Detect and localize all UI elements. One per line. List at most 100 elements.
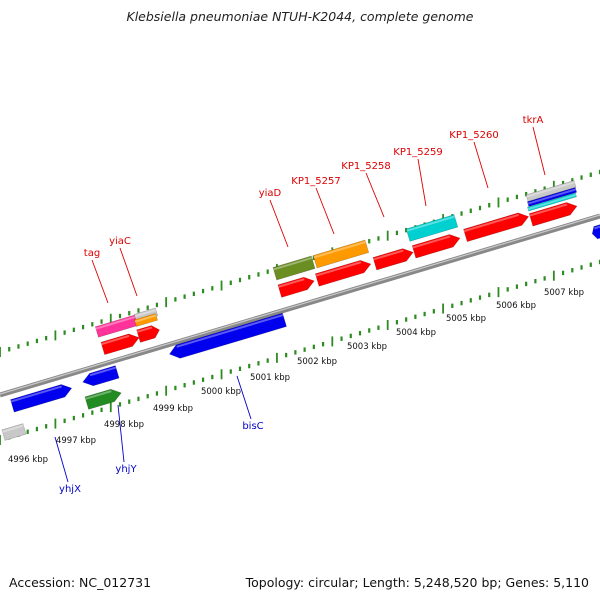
gene-feature[interactable]	[528, 200, 579, 227]
gene-arrow-red[interactable]	[100, 331, 141, 356]
gene-label-kp1_5260[interactable]: KP1_5260	[449, 130, 498, 141]
leader-line	[54, 436, 69, 483]
gene-feature[interactable]	[84, 387, 123, 410]
gene-feature[interactable]	[1, 423, 27, 441]
scale-label: 5007 kbp	[544, 288, 584, 298]
gene-arrow-blue[interactable]	[526, 187, 578, 207]
gene-feature[interactable]	[136, 324, 162, 343]
gene-arrow-red[interactable]	[372, 246, 415, 271]
topology-text: Topology: circular; Length: 5,248,520 bp…	[245, 575, 589, 590]
gene-highlight	[176, 314, 284, 348]
gene-feature[interactable]	[590, 223, 600, 240]
gene-arrow-red[interactable]	[136, 324, 162, 343]
scale-label: 4996 kbp	[8, 455, 48, 465]
gene-arrow-olive[interactable]	[272, 255, 316, 281]
gene-highlight	[273, 257, 313, 271]
gene-feature[interactable]	[463, 210, 531, 243]
gene-feature[interactable]	[81, 365, 120, 389]
gene-highlight	[136, 326, 153, 333]
gene-feature[interactable]	[312, 239, 370, 269]
gene-label-tag[interactable]: tag	[84, 248, 100, 259]
gene-highlight	[527, 188, 577, 205]
leader-line	[117, 404, 125, 463]
gene-arrow-gray[interactable]	[1, 423, 27, 441]
gene-feature[interactable]	[314, 258, 372, 287]
gene-feature[interactable]	[527, 192, 577, 212]
leader-line	[473, 141, 489, 189]
gene-highlight	[134, 314, 157, 323]
gene-arrow-cyan[interactable]	[405, 214, 459, 242]
gene-feature[interactable]	[372, 246, 415, 271]
gene-arrow-red[interactable]	[277, 275, 316, 298]
scale-label: 5004 kbp	[396, 328, 436, 338]
gene-arrow-gray[interactable]	[525, 180, 577, 202]
scale-label: 5002 kbp	[297, 357, 337, 367]
scale-label: 5001 kbp	[250, 373, 290, 383]
gene-highlight	[313, 241, 366, 259]
backbone-axis	[0, 213, 600, 398]
scale-label: 5006 kbp	[496, 301, 536, 311]
gene-arrow-blue[interactable]	[168, 312, 287, 361]
gene-highlight	[2, 424, 24, 433]
gene-highlight	[373, 249, 404, 261]
gene-feature[interactable]	[134, 313, 158, 327]
accession-text: Accession: NC_012731	[9, 575, 152, 590]
scale-label: 4999 kbp	[153, 404, 193, 414]
gene-feature[interactable]	[405, 214, 459, 242]
gene-label-yiac[interactable]: yiaC	[109, 236, 131, 247]
gene-arrow-blue[interactable]	[81, 365, 120, 389]
leader-line	[269, 199, 289, 248]
leader-line	[236, 375, 252, 420]
gene-arrow-orange[interactable]	[134, 313, 158, 327]
gene-arrow-green[interactable]	[84, 387, 123, 410]
gene-label-bisc[interactable]: bisC	[242, 421, 263, 432]
lower-tick-ring	[0, 259, 600, 445]
gene-highlight	[101, 334, 130, 346]
gene-highlight	[529, 203, 568, 217]
gene-feature[interactable]	[272, 255, 316, 281]
gene-feature[interactable]	[411, 232, 462, 259]
gene-label-kp1_5259[interactable]: KP1_5259	[393, 147, 442, 158]
gene-arrow-red[interactable]	[463, 210, 531, 243]
gene-arrow-red[interactable]	[411, 232, 462, 259]
leader-line	[119, 247, 138, 297]
gene-label-yiad[interactable]: yiaD	[259, 188, 282, 199]
gene-feature[interactable]	[277, 275, 316, 298]
gene-label-kp1_5257[interactable]: KP1_5257	[291, 176, 340, 187]
gene-feature[interactable]	[100, 331, 141, 356]
gene-highlight	[134, 308, 157, 318]
backbone-axis-highlight	[0, 214, 600, 395]
scale-labels: 4996 kbp 4997 kbp 4998 kbp 4999 kbp 5000 kbp…	[8, 288, 584, 465]
gene-arrow-cyan[interactable]	[527, 192, 577, 212]
gene-arrow-red[interactable]	[314, 258, 372, 287]
label-leaders	[54, 126, 546, 483]
scale-label: 5000 kbp	[201, 387, 241, 397]
gene-highlight	[594, 225, 600, 230]
gene-highlight	[463, 213, 519, 233]
scale-label: 4997 kbp	[56, 436, 96, 446]
gene-highlight	[527, 193, 577, 211]
gene-label-kp1_5258[interactable]: KP1_5258	[341, 161, 390, 172]
gene-arrow-blue[interactable]	[10, 382, 73, 413]
gene-arrow-orange[interactable]	[312, 239, 370, 269]
gene-feature[interactable]	[526, 187, 578, 207]
scale-label: 5003 kbp	[347, 342, 387, 352]
gene-label-yhjx[interactable]: yhjX	[59, 484, 81, 495]
leader-line	[315, 187, 335, 235]
gene-feature[interactable]	[10, 382, 73, 413]
leader-line	[532, 126, 546, 176]
map-title: Klebsiella pneumoniae NTUH-K2044, comple…	[126, 9, 474, 24]
gene-arrow-blue[interactable]	[590, 223, 600, 240]
gene-highlight	[315, 261, 362, 277]
gene-label-tkra[interactable]: tkrA	[523, 115, 544, 126]
gene-feature[interactable]	[525, 180, 577, 202]
gene-label-yhjy[interactable]: yhjY	[115, 464, 137, 475]
gene-features	[1, 180, 600, 441]
gene-feature[interactable]	[94, 314, 140, 338]
gene-arrow-red[interactable]	[528, 200, 579, 227]
gene-feature[interactable]	[168, 312, 287, 361]
gene-highlight	[406, 215, 455, 232]
leader-line	[417, 158, 427, 207]
